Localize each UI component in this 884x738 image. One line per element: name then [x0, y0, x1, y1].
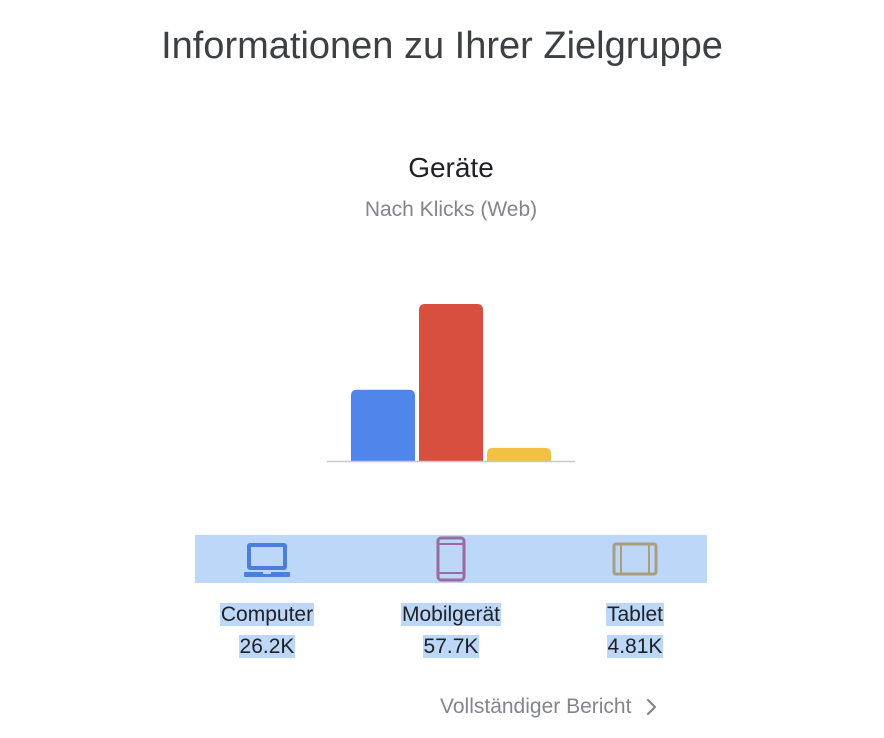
tablet-icon	[589, 535, 681, 583]
device-value-mobile: 57.7K	[422, 635, 480, 658]
device-value-tablet: 4.81K	[606, 635, 664, 658]
device-label-tablet: Tablet	[605, 603, 665, 626]
device-label-mobile: Mobilgerät	[400, 603, 502, 626]
page-title: Informationen zu Ihrer Zielgruppe	[161, 25, 723, 67]
bar-computer	[351, 389, 415, 461]
full-report-link-label: Vollständiger Bericht	[440, 695, 632, 718]
bar-mobilger-t	[419, 304, 483, 461]
laptop-icon	[221, 535, 313, 583]
bar-tablet	[487, 447, 551, 461]
card-title: Geräte	[408, 152, 494, 183]
device-icon-row	[195, 535, 707, 583]
card-subtitle: Nach Klicks (Web)	[364, 198, 538, 221]
mobile-phone-icon	[405, 535, 497, 583]
devices-bar-chart	[327, 304, 575, 463]
device-value-computer: 26.2K	[238, 635, 296, 658]
chevron-right-icon	[645, 697, 657, 717]
full-report-link[interactable]: Vollständiger Bericht	[440, 693, 657, 721]
device-label-computer: Computer	[219, 603, 315, 626]
